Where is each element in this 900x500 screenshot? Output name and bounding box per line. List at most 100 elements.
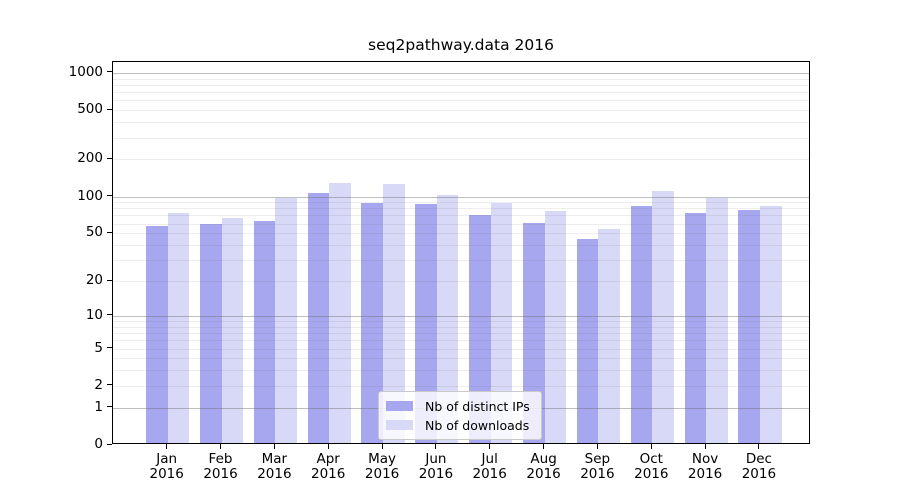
gridline-minor: [113, 84, 809, 86]
legend-swatch-ips: [386, 401, 413, 411]
y-tick-label: 5: [94, 339, 103, 356]
y-tick-mark: [107, 108, 112, 110]
y-tick-mark: [107, 279, 112, 281]
legend: Nb of distinct IPs Nb of downloads: [378, 391, 542, 440]
x-tick-year: 2016: [526, 466, 561, 482]
x-tick-label: Jan 2016: [135, 452, 199, 482]
x-tick-month: Jul: [481, 451, 498, 467]
x-tick-year: 2016: [418, 466, 454, 482]
bar-downloads: [598, 229, 620, 443]
x-tick-label: Jul 2016: [458, 452, 522, 482]
x-tick-label: Aug 2016: [512, 452, 576, 482]
x-tick-year: 2016: [634, 466, 669, 482]
x-tick-year: 2016: [472, 466, 507, 482]
bar-distinct-ips: [684, 213, 707, 443]
gridline-minor: [113, 223, 809, 225]
y-tick-label: 200: [77, 150, 103, 167]
bar-downloads: [383, 184, 405, 443]
y-tick-mark: [107, 406, 112, 408]
x-tick-label: Jun 2016: [404, 452, 468, 482]
x-tick-label: Apr 2016: [296, 452, 360, 482]
gridline-minor: [113, 245, 809, 246]
grid-layer: [113, 62, 809, 443]
x-tick-label: Mar 2016: [242, 452, 306, 482]
gridline-minor: [113, 370, 809, 372]
gridline-major: [113, 72, 809, 74]
x-tick-mark: [220, 444, 221, 449]
bar-distinct-ips: [415, 203, 437, 443]
bar-distinct-ips: [522, 222, 545, 443]
x-tick-year: 2016: [311, 466, 346, 482]
gridline-minor: [113, 321, 809, 322]
bar-downloads: [759, 205, 782, 443]
bar-distinct-ips: [307, 193, 330, 443]
y-tick-label: 50: [85, 224, 103, 241]
x-tick-label: Dec 2016: [727, 452, 791, 482]
x-tick-label: Oct 2016: [619, 452, 683, 482]
gridline-minor: [113, 92, 809, 94]
legend-entry-distinct-ips: Nb of distinct IPs: [386, 398, 533, 414]
gridline-minor: [113, 333, 809, 334]
x-tick-month: Apr: [316, 451, 340, 467]
y-tick-label: 100: [77, 187, 103, 204]
bar-distinct-ips: [576, 239, 599, 443]
gridline-minor: [113, 260, 809, 262]
x-tick-label: Feb 2016: [189, 452, 253, 482]
bar-distinct-ips: [199, 224, 222, 443]
x-tick-year: 2016: [580, 466, 615, 482]
gridline-minor: [113, 281, 809, 282]
x-tick-year: 2016: [687, 466, 723, 482]
y-tick-mark: [107, 347, 112, 348]
x-tick-label: Sep 2016: [565, 452, 629, 482]
bar-downloads: [544, 210, 567, 443]
gridline-minor: [113, 208, 809, 210]
bar-downloads: [275, 198, 297, 443]
plot-area: [112, 61, 810, 444]
gridline-minor: [113, 137, 809, 139]
y-tick-mark: [107, 71, 112, 73]
legend-entry-downloads: Nb of downloads: [386, 417, 533, 433]
bar-distinct-ips: [253, 220, 276, 443]
gridline-major: [113, 196, 809, 198]
x-tick-month: Sep: [584, 451, 611, 467]
bar-distinct-ips: [630, 205, 653, 443]
bar-downloads: [329, 183, 351, 443]
x-tick-mark: [489, 444, 491, 449]
x-tick-mark: [596, 444, 598, 449]
bar-distinct-ips: [469, 215, 491, 443]
bar-downloads: [490, 202, 513, 443]
gridline-minor: [113, 122, 809, 124]
chart-title: seq2pathway.data 2016: [368, 36, 554, 54]
y-tick-mark: [107, 384, 112, 386]
bars-layer: [113, 62, 809, 443]
bar-downloads: [652, 191, 674, 443]
x-tick-mark: [704, 444, 706, 449]
y-tick-label: 1000: [68, 63, 103, 80]
gridline-minor: [113, 326, 809, 328]
bar-distinct-ips: [361, 202, 384, 443]
gridline-minor: [113, 110, 809, 112]
x-tick-mark: [650, 444, 652, 449]
x-tick-year: 2016: [364, 466, 400, 482]
x-tick-month: Jan: [156, 451, 178, 467]
gridline-minor: [113, 202, 809, 204]
gridline-minor: [113, 340, 809, 342]
x-tick-label: May 2016: [350, 452, 414, 482]
gridline-minor: [113, 159, 809, 161]
legend-label-downloads: Nb of downloads: [425, 417, 530, 433]
y-tick-label: 10: [85, 306, 103, 323]
x-tick-month: Mar: [261, 451, 288, 467]
x-tick-mark: [543, 444, 545, 449]
x-tick-label: Nov 2016: [673, 452, 737, 482]
y-tick-mark: [107, 195, 112, 196]
bar-downloads: [167, 212, 190, 443]
x-tick-mark: [327, 444, 329, 449]
bar-distinct-ips: [146, 226, 168, 443]
y-tick-label: 500: [77, 101, 103, 118]
legend-swatch-downloads: [386, 420, 413, 430]
gridline-minor: [113, 215, 809, 217]
x-tick-month: Dec: [745, 451, 772, 467]
y-tick-label: 0: [94, 436, 103, 452]
gridline-minor: [113, 78, 809, 80]
bar-downloads: [221, 218, 244, 443]
